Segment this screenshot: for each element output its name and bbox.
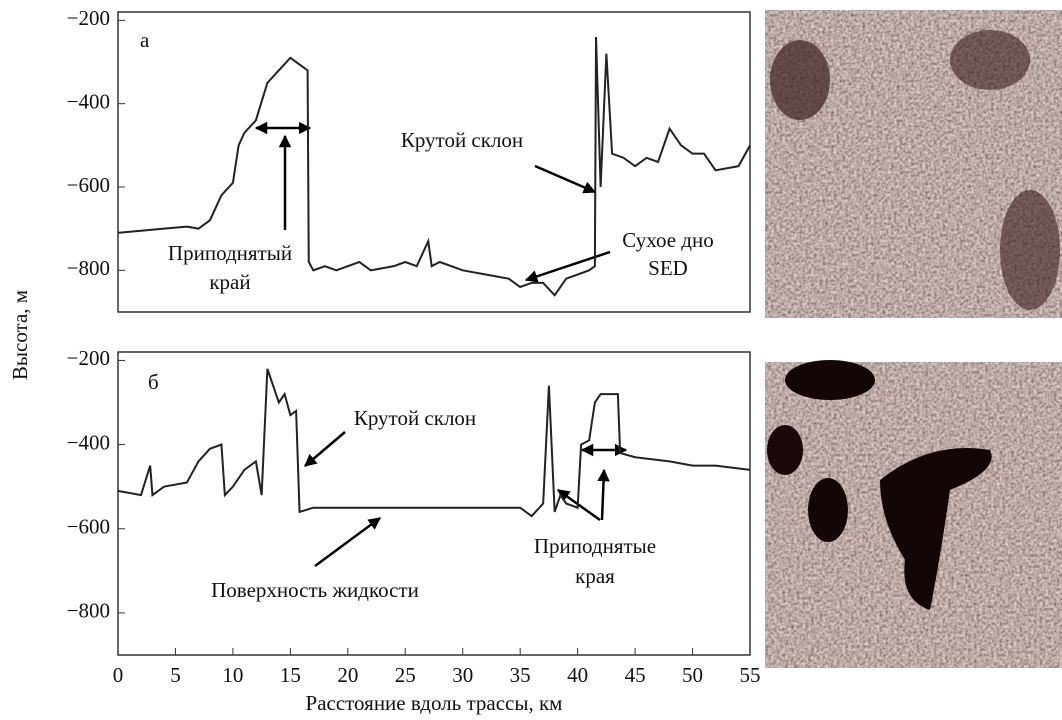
annotation: Крутой склон	[401, 128, 523, 152]
radar-image-b	[765, 360, 1062, 668]
annotation: Сухое дно	[622, 228, 713, 252]
x-tick-label: 25	[395, 663, 416, 687]
y-tick-label: −600	[67, 515, 110, 539]
annotation: Поверхность жидкости	[211, 578, 419, 602]
x-tick-label: 45	[625, 663, 646, 687]
y-tick-label: −200	[67, 346, 110, 370]
annotation: Крутой склон	[354, 406, 476, 430]
y-tick-label: −200	[67, 6, 110, 30]
annotation: край	[209, 270, 250, 294]
annotation: SED	[648, 256, 688, 280]
arrows	[256, 128, 626, 566]
x-tick-label: 55	[740, 663, 761, 687]
x-tick-label: 15	[280, 663, 301, 687]
y-tick-label: −400	[67, 430, 110, 454]
plot-frame	[118, 352, 750, 655]
panel-label: а	[140, 28, 150, 52]
figure: а б Высота, м Расстояние вдоль трассы, к…	[0, 0, 1062, 720]
radar-image-a	[765, 10, 1062, 318]
x-axis-label: Расстояние вдоль трассы, км	[306, 691, 563, 715]
y-tick-label: −800	[67, 256, 110, 280]
y-tick-label: −600	[67, 173, 110, 197]
x-tick-label: 0	[113, 663, 124, 687]
x-tick-label: 5	[170, 663, 181, 687]
x-tick-label: 20	[337, 663, 358, 687]
y-tick-label: −400	[67, 89, 110, 113]
x-tick-label: 50	[682, 663, 703, 687]
x-tick-label: 30	[452, 663, 473, 687]
x-tick-label: 40	[567, 663, 588, 687]
data-line	[118, 369, 750, 516]
annotation: края	[575, 564, 615, 588]
y-tick-label: −800	[67, 599, 110, 623]
x-tick-label: 10	[222, 663, 243, 687]
y-axis-label: Высота, м	[8, 290, 32, 380]
annotation: Приподнятый	[168, 241, 292, 265]
annotation: Приподнятые	[534, 534, 656, 558]
panel-label: б	[148, 370, 159, 394]
x-tick-label: 35	[510, 663, 531, 687]
